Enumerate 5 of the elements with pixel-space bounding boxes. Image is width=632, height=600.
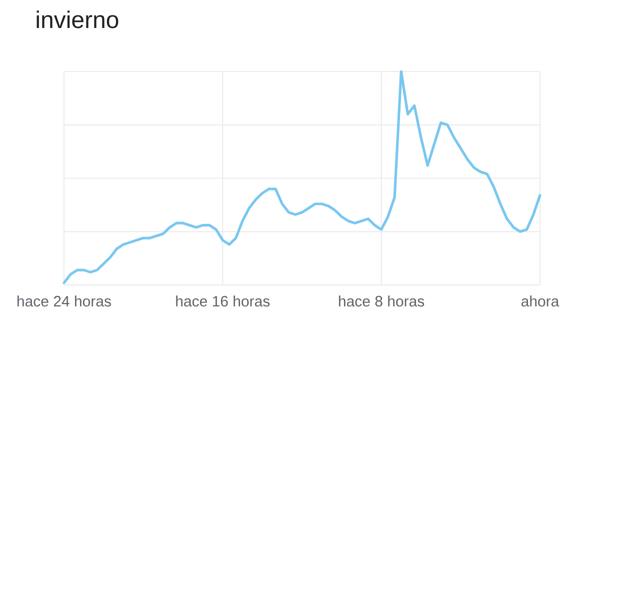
x-tick-label: hace 24 horas	[18, 296, 111, 307]
x-tick-label: hace 8 horas	[339, 296, 424, 307]
chart-title: invierno	[36, 10, 118, 28]
x-tick-label: hace 16 horas	[176, 296, 270, 307]
x-tick-label: ahora	[521, 296, 560, 307]
